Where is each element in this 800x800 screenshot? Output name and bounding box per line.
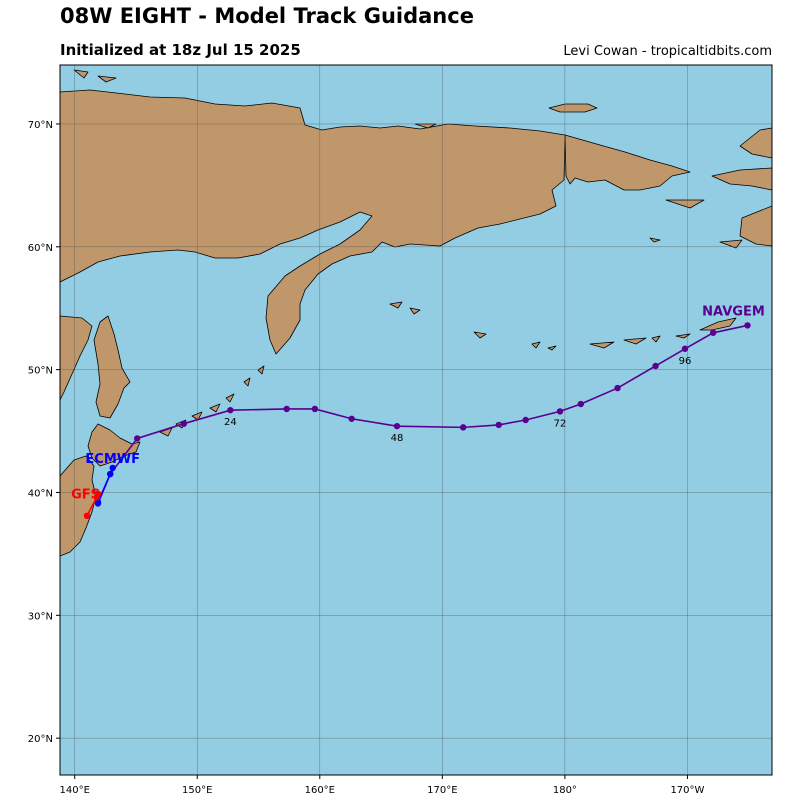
navgem-track-point — [134, 435, 141, 442]
alaska-north-coast — [739, 127, 772, 159]
navgem-track-point — [495, 421, 502, 429]
hour-labels: 24 48 72 96 — [224, 356, 691, 444]
gfs-track-point — [94, 490, 102, 497]
forecast-hour-label: 24 — [224, 417, 237, 428]
lat-tick-label: 70°N — [28, 120, 53, 131]
lon-tick-label: 170°E — [427, 785, 457, 796]
navgem-track-point — [709, 329, 717, 336]
commander-islands — [389, 301, 421, 315]
aleutian-islands — [473, 317, 737, 351]
navgem-track-point — [614, 384, 621, 392]
lon-tick-label: 160°E — [305, 785, 335, 796]
lat-tick-label: 60°N — [28, 243, 53, 254]
navgem-track-point — [522, 416, 529, 424]
credit-label: Levi Cowan - tropicaltidbits.com — [563, 44, 772, 59]
navgem-track-point — [227, 406, 234, 414]
land-layer — [60, 69, 772, 557]
page-title: 08W EIGHT - Model Track Guidance — [60, 4, 474, 28]
okhotsk-west-coast — [60, 315, 93, 401]
navgem-track-point — [348, 415, 355, 422]
forecast-hour-label: 48 — [391, 433, 404, 444]
honshu-island — [60, 455, 97, 557]
ecmwf-track-point — [94, 499, 102, 506]
navgem-track-point — [556, 408, 564, 415]
navgem-track-point — [577, 400, 585, 408]
alaska-landmass — [564, 134, 691, 191]
ecmwf-model-label: ECMWF — [85, 452, 140, 467]
arctic-islands — [73, 69, 743, 249]
navgem-track-point — [180, 420, 187, 427]
ecmwf-track-point — [109, 464, 116, 472]
navgem-track-point — [744, 322, 751, 329]
hokkaido-island — [87, 423, 141, 467]
navgem-track-point — [283, 405, 290, 413]
navgem-track-point — [393, 422, 401, 430]
sakhalin-island — [93, 315, 131, 419]
navgem-track-point — [311, 405, 319, 413]
forecast-hour-label: 96 — [679, 356, 692, 367]
siberia-landmass — [60, 89, 566, 355]
navgem-track-point — [652, 362, 659, 370]
ecmwf-track-point — [107, 470, 114, 478]
grid-lines — [60, 65, 772, 775]
lat-tick-label: 40°N — [28, 488, 53, 499]
lat-tick-label: 20°N — [28, 734, 53, 745]
axis-ticks: 140°E 150°E 160°E 170°E 180° 170°W 70°N 60°N 50°… — [28, 120, 705, 796]
navgem-track-point — [681, 345, 689, 352]
tracks-layer — [83, 322, 751, 520]
init-time-subtitle: Initialized at 18z Jul 15 2025 — [60, 41, 301, 59]
gfs-track-point — [83, 512, 91, 520]
navgem-model-label: NAVGEM — [702, 304, 765, 319]
model-labels: GFS ECMWF NAVGEM — [71, 304, 765, 502]
lon-tick-label: 180° — [553, 785, 577, 796]
lat-tick-label: 50°N — [28, 366, 53, 377]
forecast-hour-label: 72 — [554, 418, 567, 429]
map-frame — [59, 64, 773, 776]
lon-tick-label: 170°W — [670, 785, 704, 796]
lon-tick-label: 140°E — [60, 785, 90, 796]
alaska-south-coast — [711, 167, 772, 191]
lat-tick-label: 30°N — [28, 611, 53, 622]
navgem-track-point — [459, 424, 467, 431]
lon-tick-label: 150°E — [182, 785, 212, 796]
alaska-peninsula — [739, 205, 772, 247]
gfs-model-label: GFS — [71, 488, 100, 503]
